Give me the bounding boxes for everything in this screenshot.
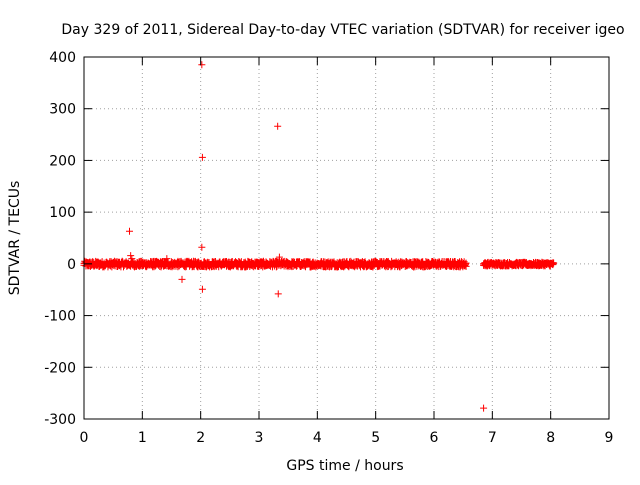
- x-tick-label: 1: [138, 430, 147, 446]
- x-tick-label: 2: [196, 430, 205, 446]
- outlier-point: [198, 153, 206, 161]
- outlier-point: [480, 404, 488, 412]
- outlier-point: [127, 252, 135, 260]
- y-tick-label: -300: [44, 412, 76, 428]
- data-point: [462, 262, 470, 270]
- x-tick-label: 4: [313, 430, 322, 446]
- outlier-point: [163, 255, 171, 263]
- data-point: [550, 259, 558, 267]
- y-tick-label: 200: [49, 153, 76, 169]
- outlier-point: [274, 122, 282, 130]
- x-tick-label: 6: [430, 430, 439, 446]
- plot-frame: [83, 56, 610, 420]
- outlier-point: [198, 285, 206, 293]
- x-tick-label: 7: [488, 430, 497, 446]
- outlier-point: [198, 61, 206, 69]
- data-point: [182, 263, 190, 271]
- outlier-point: [178, 275, 186, 283]
- grid-lines: [84, 57, 609, 419]
- outlier-point: [274, 290, 282, 298]
- y-axis-label: SDTVAR / TECUs: [7, 181, 23, 296]
- outlier-point: [275, 253, 283, 261]
- x-axis-label: GPS time / hours: [286, 458, 403, 474]
- outlier-point: [126, 227, 133, 235]
- outlier-point: [198, 243, 206, 251]
- y-tick-label: 300: [49, 102, 76, 118]
- x-tick-label: 3: [255, 430, 264, 446]
- x-tick-label: 9: [605, 430, 614, 446]
- x-tick-label: 5: [371, 430, 380, 446]
- outlier-point: [128, 255, 136, 263]
- y-tick-label: 100: [49, 205, 76, 221]
- data-points: [80, 61, 558, 412]
- chart-title: Day 329 of 2011, Sidereal Day-to-day VTE…: [61, 22, 624, 38]
- y-tick-label: -100: [44, 309, 76, 325]
- x-tick-label: 0: [80, 430, 89, 446]
- y-tick-label: 400: [49, 50, 76, 66]
- axis-ticks: -300 -200 -100 0 100 200 300 400 0 1 2 3 4 5 6 7 8 9: [44, 50, 613, 446]
- y-tick-label: -200: [44, 360, 76, 376]
- x-tick-label: 8: [546, 430, 555, 446]
- y-tick-label: 0: [67, 257, 76, 273]
